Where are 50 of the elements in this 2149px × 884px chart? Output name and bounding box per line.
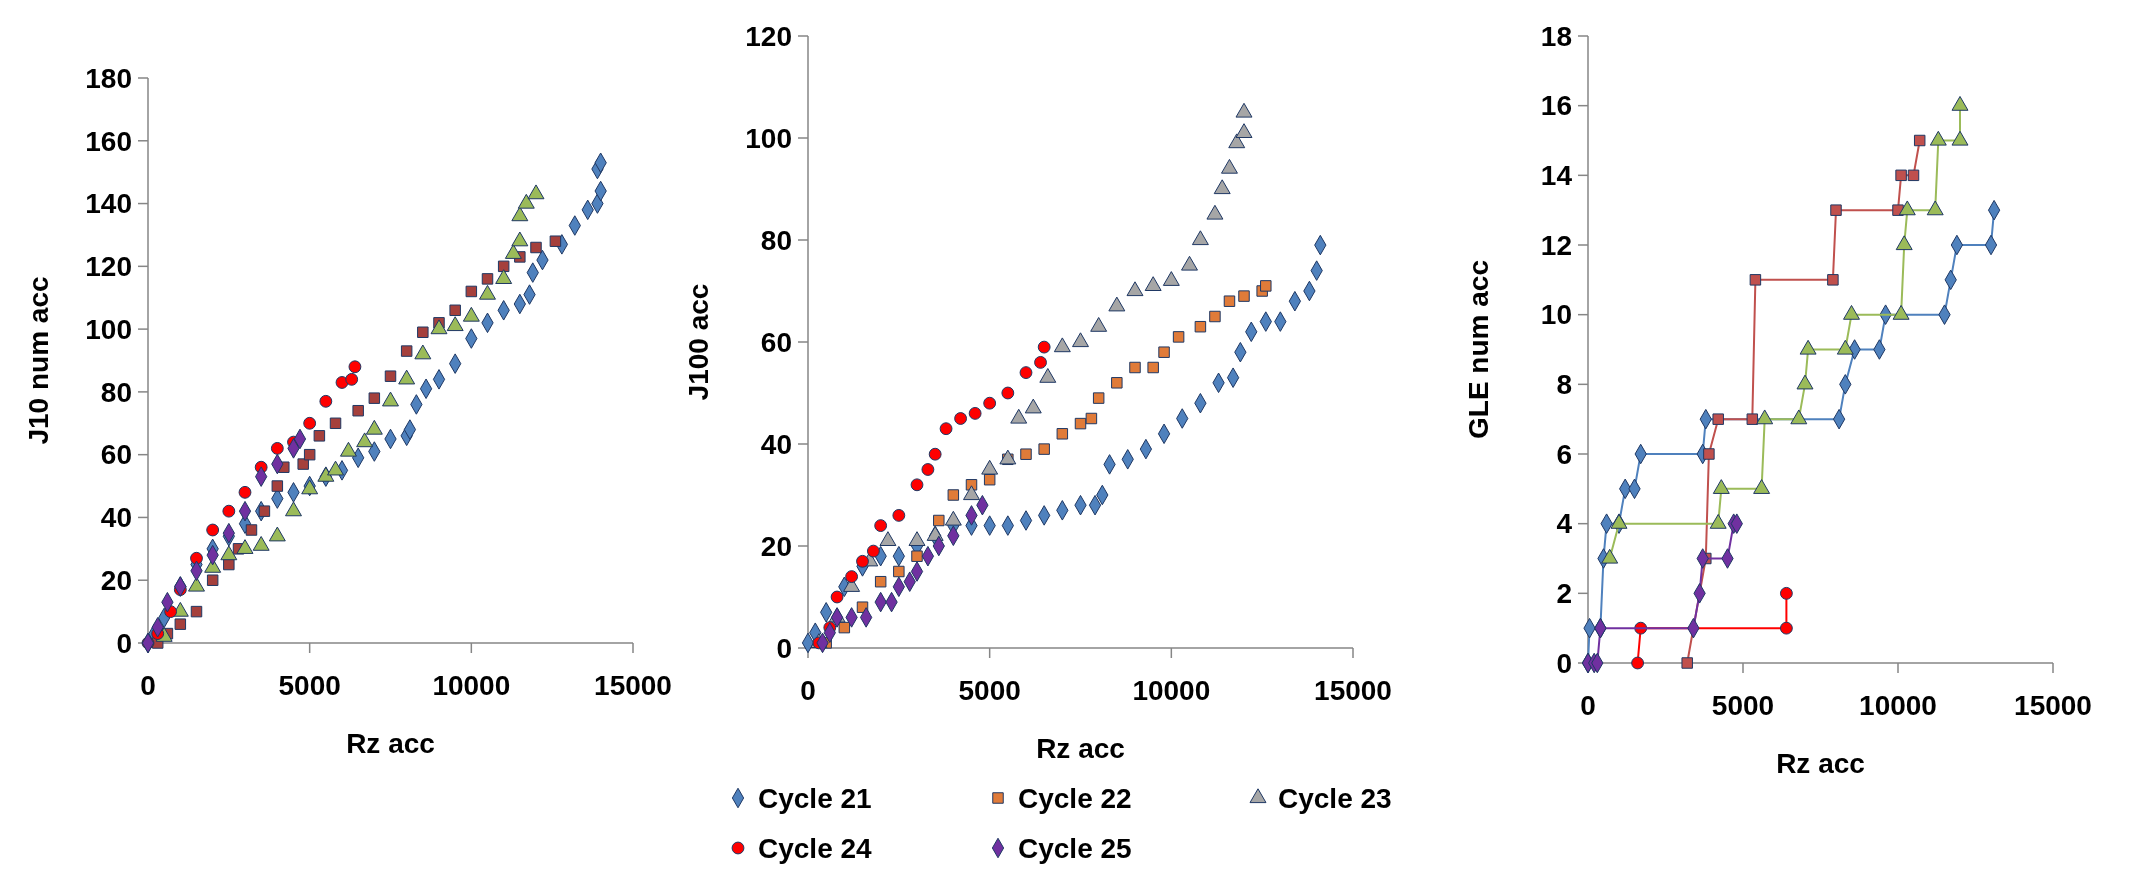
legend-label: Cycle 22 [1018,782,1132,814]
x-tick-label: 5000 [958,675,1021,706]
legend-label: Cycle 21 [758,782,872,814]
y-tick-label: 0 [776,632,792,664]
y-tick-label: 160 [85,125,132,157]
x-axis-title: Rz acc [346,728,435,759]
y-tick-label: 60 [760,326,792,358]
y-tick-label: 80 [760,224,792,256]
x-tick-label: 10000 [1859,690,1937,721]
y-tick-label: 180 [85,62,132,94]
y-tick-label: 18 [1540,20,1572,52]
y-tick-label: 2 [1556,578,1572,610]
x-tick-label: 0 [140,670,156,701]
x-tick-label: 10000 [1132,675,1211,706]
x-axis-title: Rz acc [1036,733,1125,764]
y-axis-title: J10 num acc [23,276,54,445]
y-tick-label: 12 [1540,229,1572,261]
y-axis-title: J100 acc [683,283,714,401]
x-tick-label: 15000 [2014,690,2092,721]
legend-label: Cycle 24 [758,832,873,864]
legend-label: Cycle 23 [1278,782,1392,814]
y-axis-title: GLE num acc [1463,260,1494,439]
y-tick-label: 8 [1556,369,1572,401]
y-tick-label: 4 [1556,508,1573,540]
y-tick-label: 20 [760,530,792,562]
y-tick-label: 100 [745,122,792,154]
y-tick-label: 40 [100,502,132,534]
y-tick-label: 10 [1540,299,1572,331]
y-tick-label: 120 [745,20,792,52]
y-tick-label: 140 [85,188,132,220]
y-tick-label: 100 [85,313,132,345]
x-tick-label: 5000 [1711,690,1775,721]
y-tick-label: 16 [1540,90,1572,122]
x-tick-label: 5000 [278,670,341,701]
y-tick-label: 0 [1556,647,1572,679]
y-tick-label: 120 [85,251,132,283]
y-tick-label: 40 [760,428,792,460]
y-tick-label: 80 [100,376,132,408]
x-tick-label: 0 [800,675,816,706]
y-tick-label: 0 [116,627,132,659]
x-tick-label: 15000 [1314,675,1392,706]
x-tick-label: 0 [1580,690,1596,721]
y-tick-label: 60 [100,439,132,471]
y-tick-label: 6 [1556,438,1572,470]
y-tick-label: 14 [1540,160,1573,192]
legend-label: Cycle 25 [1018,832,1132,864]
y-tick-label: 20 [100,565,132,597]
x-tick-label: 10000 [432,670,511,701]
x-tick-label: 15000 [594,670,672,701]
x-axis-title: Rz acc [1776,748,1865,779]
